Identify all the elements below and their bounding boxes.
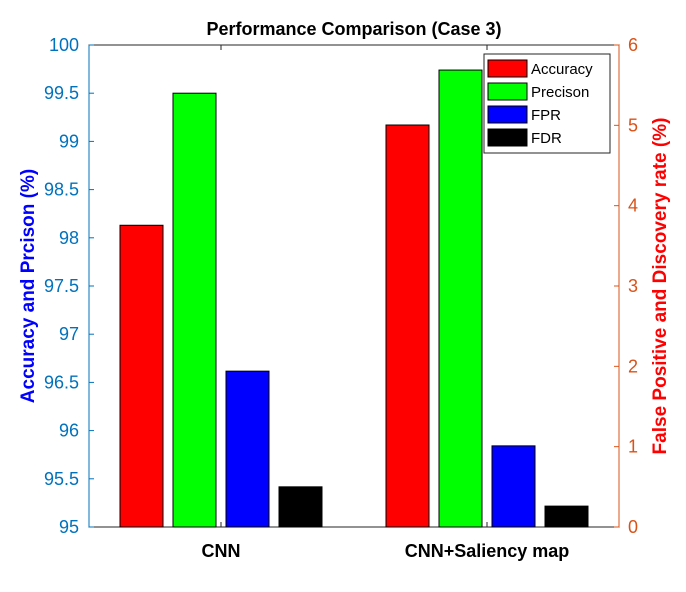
bar-accuracy-1 [385, 124, 430, 528]
bar-precison-1 [438, 69, 483, 528]
legend-swatch-fdr [487, 128, 528, 147]
left-tick-label: 98 [59, 228, 79, 248]
bar-accuracy-0 [119, 224, 164, 528]
bar-fdr-0 [278, 486, 323, 528]
legend-label-accuracy: Accuracy [531, 61, 593, 78]
left-tick-label: 99.5 [44, 83, 79, 103]
category-label: CNN [202, 541, 241, 561]
left-tick-label: 96 [59, 421, 79, 441]
left-tick-label: 98.5 [44, 180, 79, 200]
left-tick-label: 95.5 [44, 469, 79, 489]
left-tick-label: 97.5 [44, 276, 79, 296]
legend-label-fpr: FPR [531, 107, 561, 124]
legend-label-precison: Precison [531, 84, 589, 101]
legend-label-fdr: FDR [531, 130, 562, 147]
left-tick-label: 95 [59, 517, 79, 537]
legend-swatch-precison [487, 82, 528, 101]
y-axis-label-right: False Positive and Discovery rate (%) [650, 118, 671, 455]
right-tick-label: 2 [628, 356, 638, 376]
bar-precison-0 [172, 92, 217, 528]
y-axis-label-left: Accuracy and Prcison (%) [18, 169, 39, 403]
right-tick-label: 1 [628, 437, 638, 457]
bar-fdr-1 [544, 505, 589, 528]
category-labels: CNN CNN+Saliency map [202, 45, 570, 561]
left-tick-label: 100 [49, 35, 79, 55]
bar-fpr-1 [491, 445, 536, 528]
right-tick-label: 4 [628, 196, 638, 216]
right-tick-label: 5 [628, 115, 638, 135]
chart-title: Performance Comparison (Case 3) [206, 19, 501, 39]
left-tick-label: 96.5 [44, 372, 79, 392]
left-tick-labels: 95 95.5 96 96.5 97 97.5 98 98.5 99 99.5 100 [44, 35, 94, 537]
bars-group [119, 69, 589, 528]
category-label: CNN+Saliency map [405, 541, 570, 561]
legend: Accuracy Precison FPR FDR [483, 53, 611, 154]
right-tick-label: 0 [628, 517, 638, 537]
right-tick-label: 6 [628, 35, 638, 55]
right-tick-labels: 0 1 2 3 4 5 6 [614, 35, 638, 537]
bar-fpr-0 [225, 370, 270, 528]
legend-swatch-accuracy [487, 59, 528, 78]
left-tick-label: 99 [59, 131, 79, 151]
legend-swatch-fpr [487, 105, 528, 124]
left-tick-label: 97 [59, 324, 79, 344]
right-tick-label: 3 [628, 276, 638, 296]
